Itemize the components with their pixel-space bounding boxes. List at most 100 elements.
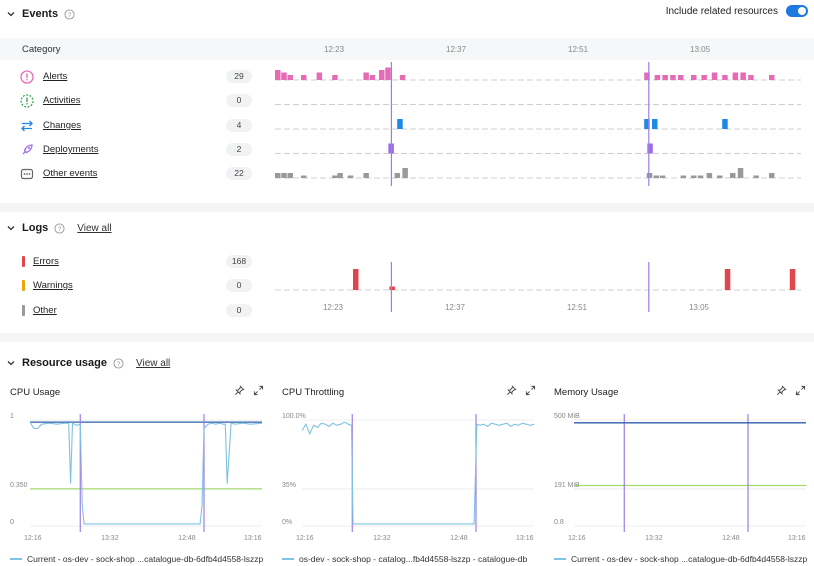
resource-usage-view-all-link[interactable]: View all [135, 357, 171, 369]
timeline-bar [332, 75, 338, 80]
y-tick-label: 191 MiB [554, 482, 580, 489]
resource-usage-help-icon[interactable]: ? [113, 357, 124, 369]
panel-title: CPU Usage [10, 387, 61, 398]
log-level-link[interactable]: Other [33, 305, 57, 316]
expand-icon[interactable] [525, 385, 536, 396]
chart-legend: os-dev - sock-shop - catalog...fb4d4558-… [282, 554, 527, 564]
deployment-icon [22, 144, 33, 155]
error-level-marker [22, 256, 25, 267]
timeline-bar [332, 175, 338, 178]
timeline-bar [670, 75, 676, 80]
x-tick-label: 13:32 [645, 535, 663, 542]
event-row-other-events: Other events 22 [0, 162, 270, 186]
event-category-link[interactable]: Alerts [43, 71, 68, 82]
logs-view-all-link[interactable]: View all [77, 222, 112, 234]
include-related-resources-toggle[interactable] [786, 5, 808, 17]
other-level-marker [22, 305, 25, 316]
event-category-link[interactable]: Changes [43, 120, 82, 131]
timeline-bar [740, 72, 746, 80]
x-tick-label: 12:16 [568, 535, 586, 542]
resource-collapse-chevron-icon[interactable] [0, 358, 22, 368]
events-header: Events ? [0, 3, 75, 25]
events-time-tick: 13:05 [690, 45, 711, 54]
other-events-icon [20, 168, 34, 180]
timeline-bar [363, 173, 369, 178]
timeline-bar [275, 173, 281, 178]
timeline-bar [394, 173, 401, 178]
logs-time-tick: 12:23 [323, 303, 344, 312]
event-count-badge: 2 [226, 143, 252, 156]
y-tick-label: 500 MiB [554, 413, 580, 420]
memory-usage-panel: Memory Usage 500 MiB 191 MiB 0.8 12:16 13:32… [544, 380, 814, 566]
x-tick-label: 13:16 [244, 535, 262, 542]
timeline-bar [379, 70, 385, 80]
expand-icon[interactable] [795, 385, 806, 396]
timeline-bar [337, 173, 343, 178]
events-time-tick: 12:23 [324, 45, 345, 54]
logs-title: Logs [22, 222, 49, 234]
logs-help-icon[interactable]: ? [54, 222, 65, 234]
event-category-link[interactable]: Other events [43, 168, 98, 179]
event-category-link[interactable]: Activities [43, 95, 81, 106]
logs-collapse-chevron-icon[interactable] [0, 223, 22, 233]
x-tick-label: 13:32 [101, 535, 119, 542]
event-count-badge: 29 [226, 70, 252, 83]
timeline-bar [275, 70, 281, 80]
timeline-bar [722, 119, 728, 129]
pin-icon[interactable] [776, 385, 787, 396]
timeline-bar [652, 119, 658, 129]
log-count-badge: 0 [226, 304, 252, 317]
legend-label[interactable]: os-dev - sock-shop - catalog...fb4d4558-… [299, 554, 528, 564]
resource-usage-title: Resource usage [22, 357, 107, 369]
series-line [29, 421, 263, 525]
timeline-bar [369, 75, 376, 80]
legend-swatch [10, 558, 22, 560]
x-tick-label: 12:48 [722, 535, 740, 542]
x-tick-label: 12:16 [24, 535, 42, 542]
events-help-icon[interactable]: ? [64, 8, 75, 20]
memory-usage-chart: 500 MiB 191 MiB 0.8 12:16 13:32 12:48 13:16 [554, 413, 806, 542]
warning-level-marker [22, 280, 25, 291]
cpu-throttling-chart: 100.0% 35% 0% 12:16 12:32 12:48 13:16 [282, 413, 535, 542]
timeline-bar [287, 75, 293, 80]
timeline-bar [654, 75, 661, 80]
log-level-link[interactable]: Errors [33, 256, 59, 267]
changes-icon [21, 120, 33, 132]
log-row-warnings: Warnings 0 [0, 274, 270, 298]
legend-label[interactable]: Current - os-dev - sock-shop ...catalogu… [571, 554, 808, 564]
x-tick-label: 12:48 [178, 535, 196, 542]
timeline-bar [301, 175, 307, 178]
panel-title: Memory Usage [554, 387, 619, 398]
timeline-bar [730, 173, 736, 178]
y-tick-label: 0 [10, 519, 14, 526]
pin-icon[interactable] [506, 385, 517, 396]
timeline-bar [753, 175, 759, 178]
timeline-bar [697, 175, 704, 178]
legend-swatch [554, 558, 566, 560]
timeline-bar [769, 75, 775, 80]
timeline-bar [717, 175, 723, 178]
pin-icon[interactable] [234, 385, 245, 396]
panel-title: CPU Throttling [282, 387, 345, 398]
log-row-errors: Errors 168 [0, 250, 270, 274]
timeline-bar [316, 72, 323, 80]
legend-label[interactable]: Current - os-dev - sock-shop ...catalogu… [27, 554, 264, 564]
event-count-badge: 0 [226, 94, 252, 107]
events-time-tick: 12:37 [446, 45, 467, 54]
event-category-link[interactable]: Deployments [43, 144, 99, 155]
x-tick-label: 12:32 [373, 535, 391, 542]
logs-time-tick: 12:37 [445, 303, 466, 312]
events-time-tick: 12:51 [568, 45, 589, 54]
timeline-bar [644, 72, 650, 80]
event-count-badge: 22 [226, 167, 252, 180]
y-tick-label: 100.0% [282, 413, 306, 420]
timeline-bar [748, 75, 754, 80]
cpu-usage-chart: 1 0.350 0 12:16 13:32 12:48 13:16 [10, 413, 263, 542]
events-collapse-chevron-icon[interactable] [0, 9, 22, 19]
expand-icon[interactable] [253, 385, 264, 396]
timeline-bar [789, 269, 796, 290]
timeline-bar [281, 72, 287, 80]
log-level-link[interactable]: Warnings [33, 280, 73, 291]
timeline-bar [363, 72, 369, 80]
chart-legend: Current - os-dev - sock-shop ...catalogu… [10, 554, 263, 564]
